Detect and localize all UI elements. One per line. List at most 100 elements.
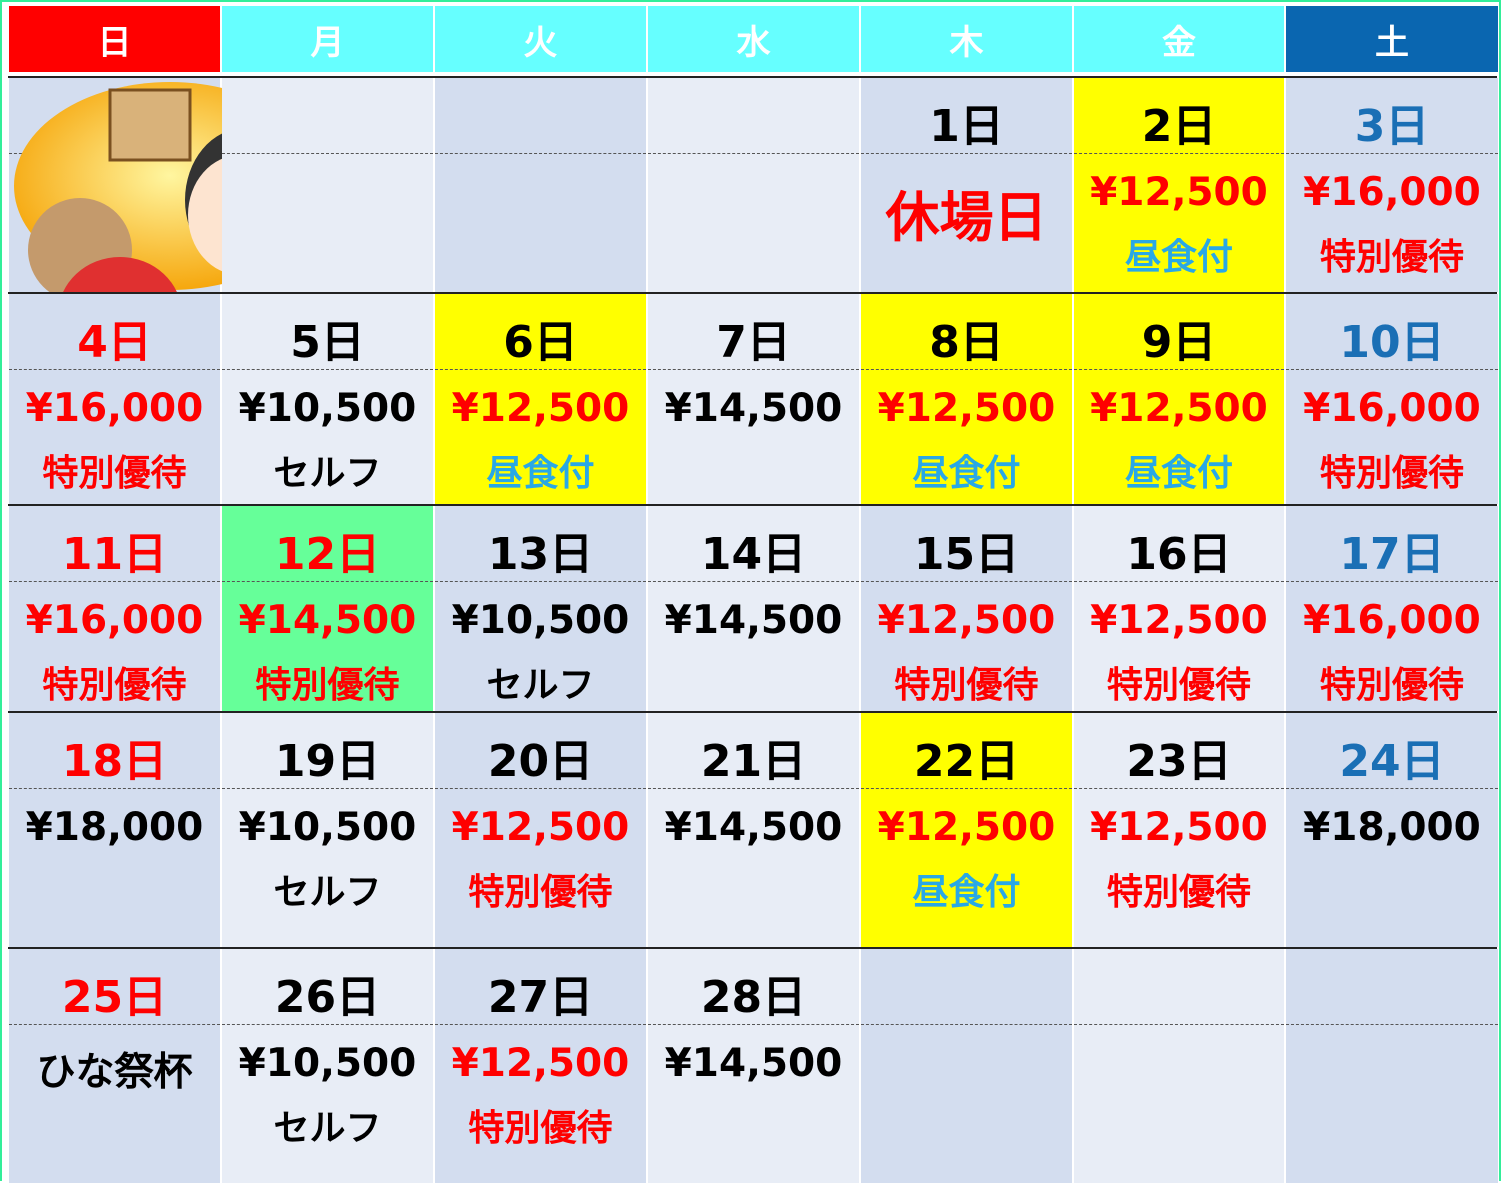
- weekday-header: 土: [1286, 6, 1498, 72]
- separator: [222, 581, 433, 582]
- date: 8日: [929, 317, 1004, 368]
- note: セルフ: [273, 1108, 382, 1149]
- separator: [9, 788, 220, 789]
- note: 昼食付: [1124, 453, 1233, 494]
- date: 2日: [1141, 101, 1217, 152]
- price: ¥12,500: [877, 805, 1056, 850]
- note: 特別優待: [468, 1108, 613, 1149]
- date: 26日: [274, 972, 381, 1023]
- day-cell: 4日 ¥16,000 特別優待: [9, 294, 220, 504]
- day-cell: [1074, 949, 1284, 1183]
- separator: [1074, 369, 1284, 370]
- price: ¥18,000: [1303, 805, 1481, 850]
- date: 11日: [61, 529, 168, 580]
- separator: [9, 581, 220, 582]
- date: 14日: [700, 529, 807, 580]
- separator: [648, 369, 859, 370]
- date: 25日: [61, 972, 168, 1023]
- separator: [648, 581, 859, 582]
- price: ¥14,500: [238, 598, 417, 643]
- separator: [861, 153, 1072, 154]
- day-cell: 27日 ¥12,500 特別優待: [435, 949, 646, 1183]
- day-cell: 7日 ¥14,500: [648, 294, 859, 504]
- price: ¥12,500: [1090, 170, 1268, 215]
- row-separator: [8, 711, 1497, 713]
- day-cell: 11日 ¥16,000 特別優待: [9, 506, 220, 711]
- price: ¥18,000: [25, 805, 204, 850]
- note: セルフ: [273, 453, 382, 494]
- note: 昼食付: [912, 872, 1021, 913]
- day-cell: 9日 ¥12,500 昼食付: [1074, 294, 1284, 504]
- price: ¥10,500: [238, 386, 417, 431]
- separator: [435, 1024, 646, 1025]
- date: 28日: [700, 972, 807, 1023]
- price: ¥16,000: [25, 386, 204, 431]
- separator: [9, 1024, 220, 1025]
- date: 12日: [274, 529, 381, 580]
- date: 9日: [1141, 317, 1217, 368]
- day-cell: [1286, 949, 1498, 1183]
- note: 昼食付: [912, 453, 1021, 494]
- day-cell: 13日 ¥10,500 セルフ: [435, 506, 646, 711]
- price: ひな祭杯: [36, 1050, 193, 1095]
- day-cell: 18日 ¥18,000: [9, 713, 220, 947]
- note: 特別優待: [1319, 453, 1464, 494]
- note: 特別優待: [1106, 872, 1251, 913]
- day-cell: 17日 ¥16,000 特別優待: [1286, 506, 1498, 711]
- separator: [9, 369, 220, 370]
- price: ¥16,000: [1303, 386, 1481, 431]
- price: ¥12,500: [1090, 805, 1268, 850]
- separator: [222, 1024, 433, 1025]
- price: ¥12,500: [1090, 386, 1268, 431]
- date: 21日: [700, 736, 807, 787]
- day-cell: 6日 ¥12,500 昼食付: [435, 294, 646, 504]
- note: 昼食付: [1124, 237, 1233, 278]
- price: ¥16,000: [25, 598, 204, 643]
- separator: [1074, 153, 1284, 154]
- separator: [222, 369, 433, 370]
- note: 特別優待: [42, 665, 187, 706]
- note: 特別優待: [1106, 665, 1251, 706]
- day-cell: 3日 ¥16,000 特別優待: [1286, 78, 1498, 292]
- note: セルフ: [273, 872, 382, 913]
- price: ¥14,500: [664, 1041, 843, 1086]
- date: 13日: [487, 529, 594, 580]
- separator: [1286, 581, 1498, 582]
- separator: [222, 153, 433, 154]
- price: ¥12,500: [451, 386, 630, 431]
- price: ¥10,500: [238, 805, 417, 850]
- row-separator: [8, 76, 1497, 78]
- date: 7日: [716, 317, 791, 368]
- separator: [435, 788, 646, 789]
- date: 16日: [1126, 529, 1232, 580]
- date: 6日: [503, 317, 578, 368]
- date: 10日: [1339, 317, 1445, 368]
- day-cell: 5日 ¥10,500 セルフ: [222, 294, 433, 504]
- weekday-header: 月: [222, 6, 433, 72]
- separator: [648, 788, 859, 789]
- price: ¥12,500: [1090, 598, 1268, 643]
- day-cell: [435, 78, 646, 292]
- date: 27日: [487, 972, 594, 1023]
- day-cell: 19日 ¥10,500 セルフ: [222, 713, 433, 947]
- price: ¥12,500: [877, 386, 1056, 431]
- separator: [861, 788, 1072, 789]
- weekday-header: 火: [435, 6, 646, 72]
- date: 18日: [61, 736, 168, 787]
- note: 特別優待: [1319, 665, 1464, 706]
- weekday-header: 金: [1074, 6, 1284, 72]
- price: ¥16,000: [1303, 170, 1481, 215]
- date: 23日: [1126, 736, 1232, 787]
- day-cell: 21日 ¥14,500: [648, 713, 859, 947]
- separator: [1074, 581, 1284, 582]
- day-cell: 1日 休場日: [861, 78, 1072, 292]
- date: 5日: [290, 317, 365, 368]
- date: 1日: [929, 101, 1004, 152]
- day-cell: [648, 78, 859, 292]
- separator: [861, 1024, 1072, 1025]
- separator: [861, 369, 1072, 370]
- day-cell: [222, 78, 433, 292]
- price: ¥14,500: [664, 386, 843, 431]
